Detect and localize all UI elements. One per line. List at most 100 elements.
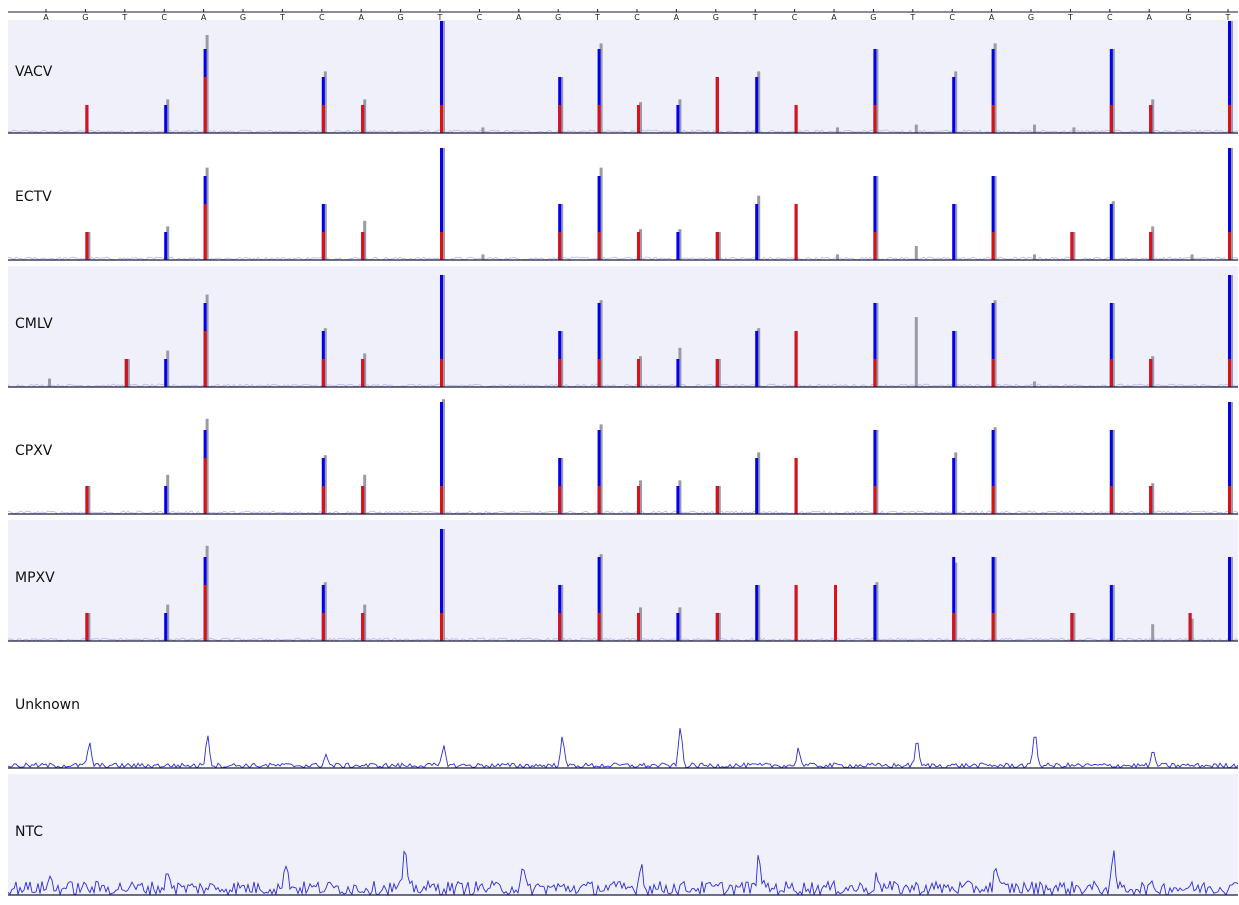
- dispensation-label: G: [555, 13, 561, 22]
- dispensation-label: A: [358, 13, 364, 22]
- observed-peak: [164, 359, 168, 387]
- variant-peak: [597, 359, 601, 387]
- observed-peak: [952, 557, 956, 641]
- expected-peak: [363, 220, 367, 260]
- expected-peak: [599, 43, 603, 133]
- variant-peak: [597, 486, 601, 514]
- variant-peak: [794, 331, 798, 387]
- expected-peak: [1033, 124, 1036, 133]
- dispensation-label: T: [279, 13, 285, 22]
- variant-peak: [361, 232, 365, 260]
- dispensation-label: A: [674, 13, 680, 22]
- expected-peak: [757, 195, 761, 260]
- variant-peak: [715, 486, 719, 514]
- variant-peak: [361, 486, 365, 514]
- observed-peak: [164, 613, 168, 641]
- expected-peak: [954, 204, 958, 260]
- variant-peak: [361, 105, 365, 133]
- variant-peak: [1109, 105, 1113, 133]
- lane-ntc: NTC: [7, 774, 1239, 897]
- variant-peak: [558, 105, 562, 133]
- expected-peak: [166, 604, 170, 641]
- expected-peak: [323, 455, 327, 514]
- expected-peak: [1151, 624, 1155, 641]
- lane-background: [8, 647, 1238, 768]
- expected-peak: [560, 585, 564, 641]
- variant-peak: [440, 613, 443, 641]
- expected-peak: [717, 232, 721, 260]
- observed-peak: [676, 613, 680, 641]
- expected-peak: [678, 480, 682, 514]
- observed-peak: [440, 402, 443, 514]
- expected-peak: [599, 167, 603, 260]
- variant-peak: [637, 232, 640, 260]
- dispensation-label: A: [1146, 13, 1152, 22]
- expected-peak: [875, 303, 879, 387]
- expected-peak: [914, 317, 918, 387]
- expected-peak: [993, 43, 997, 133]
- variant-peak: [1109, 486, 1113, 514]
- expected-peak: [1072, 613, 1076, 641]
- expected-peak: [678, 229, 682, 260]
- variant-peak: [991, 486, 995, 514]
- lane-background: [8, 139, 1238, 260]
- lane-mpxv: MPXV: [7, 520, 1239, 642]
- variant-peak: [952, 613, 956, 641]
- expected-peak: [205, 35, 209, 133]
- observed-peak: [755, 458, 759, 514]
- expected-peak: [1230, 148, 1233, 260]
- expected-peak: [954, 562, 958, 641]
- observed-peak: [440, 275, 443, 387]
- expected-peak: [954, 331, 958, 387]
- variant-peak: [1109, 359, 1113, 387]
- variant-peak: [991, 613, 995, 641]
- variant-peak: [85, 232, 89, 260]
- dispensation-label: A: [201, 13, 207, 22]
- observed-peak: [597, 430, 601, 514]
- variant-peak: [321, 105, 325, 133]
- expected-peak: [87, 613, 91, 641]
- observed-peak: [873, 430, 877, 514]
- dispensation-label: G: [240, 13, 246, 22]
- lane-label: CMLV: [15, 316, 53, 332]
- observed-peak: [597, 303, 601, 387]
- variant-peak: [794, 585, 798, 641]
- expected-peak: [875, 430, 879, 514]
- observed-peak: [1228, 148, 1231, 260]
- variant-peak: [991, 105, 995, 133]
- expected-peak: [757, 71, 761, 133]
- variant-peak: [1149, 232, 1153, 260]
- variant-peak: [321, 613, 325, 641]
- observed-peak: [440, 148, 443, 260]
- expected-peak: [1033, 254, 1036, 260]
- dispensation-label: G: [713, 13, 719, 22]
- variant-peak: [873, 105, 877, 133]
- expected-peak: [993, 300, 997, 387]
- variant-peak: [715, 232, 719, 260]
- expected-peak: [1111, 430, 1115, 514]
- expected-peak: [717, 613, 721, 641]
- variant-peak: [440, 359, 443, 387]
- variant-peak: [1070, 613, 1074, 641]
- variant-peak: [1149, 486, 1153, 514]
- expected-peak: [1190, 618, 1194, 641]
- observed-peak: [164, 486, 168, 514]
- expected-peak: [1151, 99, 1155, 133]
- variant-peak: [637, 359, 640, 387]
- variant-peak: [361, 359, 365, 387]
- observed-peak: [873, 176, 877, 260]
- observed-peak: [873, 303, 877, 387]
- expected-peak: [757, 452, 761, 514]
- observed-peak: [440, 21, 443, 133]
- observed-peak: [597, 49, 601, 133]
- expected-peak: [1230, 402, 1233, 514]
- variant-peak: [203, 204, 207, 260]
- observed-peak: [991, 176, 995, 260]
- variant-peak: [637, 613, 640, 641]
- dispensation-label: C: [477, 13, 483, 22]
- variant-peak: [321, 486, 325, 514]
- observed-peak: [164, 232, 168, 260]
- observed-peak: [676, 359, 680, 387]
- lane-background: [8, 520, 1238, 641]
